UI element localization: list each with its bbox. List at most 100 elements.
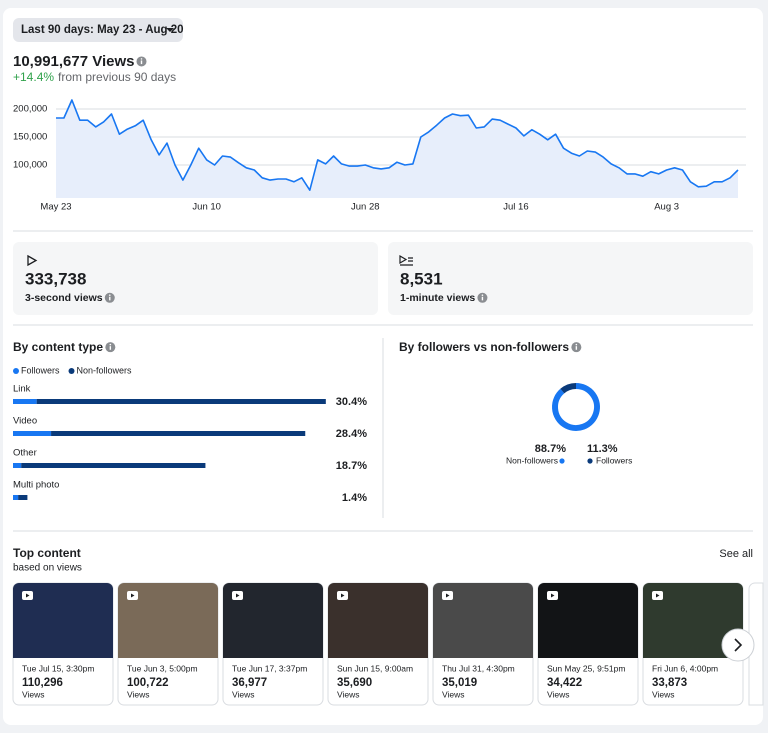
total-views: 10,991,677 Views — [13, 53, 135, 70]
info-glyph — [140, 60, 143, 65]
legend-dot — [559, 458, 565, 464]
section-subtitle: based on views — [13, 563, 82, 574]
button-bg — [13, 18, 183, 42]
stat-card — [388, 242, 753, 315]
legend-dot — [13, 368, 19, 374]
card-date: Thu Jul 31, 4:30pm — [442, 663, 515, 673]
bar-segment — [51, 431, 306, 436]
info-glyph — [481, 296, 484, 301]
card-unit: Views — [22, 689, 45, 699]
x-tick-label: Jun 28 — [351, 202, 380, 213]
stat-value: 8,531 — [400, 269, 443, 288]
total-label: 30.4% — [336, 396, 367, 408]
video-badge-play — [236, 593, 240, 598]
thumbnail — [223, 583, 323, 658]
x-tick-label: Jul 16 — [503, 202, 528, 213]
legend-label: Followers — [21, 365, 60, 375]
date-range: Last 90 days: May 23 - Aug 20 — [21, 24, 184, 36]
info-icon[interactable] — [136, 56, 147, 67]
category-label: Link — [13, 384, 31, 395]
play-icon — [27, 254, 38, 267]
card-views: 110,296 — [22, 677, 63, 689]
bar-segment — [13, 431, 52, 436]
card-views: 36,977 — [232, 677, 267, 689]
card-date: Sun Jun 15, 9:00am — [337, 663, 413, 673]
card-unit: Views — [442, 689, 465, 699]
video-badge-play — [446, 593, 450, 598]
card-unit: Views — [547, 689, 570, 699]
card-views: 100,722 — [127, 677, 169, 689]
info-icon[interactable] — [477, 292, 488, 303]
info-dot — [575, 343, 578, 346]
video-badge-play — [131, 593, 135, 598]
card-date: Tue Jul 15, 3:30pm — [22, 663, 94, 673]
next-chevron — [734, 638, 743, 652]
bar-segment — [36, 399, 326, 404]
card-views: 35,019 — [442, 677, 477, 689]
info-icon[interactable] — [571, 342, 582, 353]
change-text: from previous 90 days — [58, 70, 176, 84]
stat-value: 333,738 — [25, 269, 86, 288]
info-dot — [140, 58, 143, 60]
video-badge-play — [341, 593, 345, 598]
info-dot — [109, 343, 112, 346]
bar-segment — [13, 399, 37, 404]
next-button[interactable] — [721, 628, 755, 662]
donut-segment — [552, 383, 600, 431]
category-label: Other — [13, 448, 37, 459]
card-partial — [748, 582, 764, 706]
bar-segment — [18, 495, 28, 500]
thumbnail — [643, 583, 743, 658]
section-title: Top content — [13, 546, 81, 560]
card-unit: Views — [652, 689, 675, 699]
category-label: Video — [13, 416, 37, 427]
video-badge-play — [551, 593, 555, 598]
bar-segment — [21, 463, 206, 468]
info-glyph — [575, 346, 578, 350]
category-label: Multi photo — [13, 480, 59, 491]
y-tick-label: 150,000 — [13, 131, 47, 142]
x-tick-label: May 23 — [40, 202, 71, 213]
section-title: By content type — [13, 340, 103, 354]
thumbnail — [538, 583, 638, 658]
info-dot — [481, 294, 484, 296]
total-label: 18.7% — [336, 460, 367, 472]
next-circle — [721, 628, 755, 662]
x-tick-label: Jun 10 — [192, 202, 221, 213]
card-views: 33,873 — [652, 677, 687, 689]
value-label: 88.7% — [535, 443, 566, 455]
thumbnail — [118, 583, 218, 658]
card-views: 35,690 — [337, 677, 372, 689]
thumbnail — [328, 583, 428, 658]
x-tick-label: Aug 3 — [654, 202, 679, 213]
card-unit: Views — [232, 689, 255, 699]
stat-card — [13, 242, 378, 315]
line — [56, 99, 739, 191]
legend-dot — [587, 458, 593, 464]
card-unit: Views — [337, 689, 360, 699]
card-unit: Views — [127, 689, 150, 699]
stat-label: 1-minute views — [400, 292, 475, 304]
change-value: +14.4% — [13, 70, 54, 84]
date-button[interactable]: Last 90 days: May 23 - Aug 20 — [13, 18, 184, 42]
area — [56, 100, 738, 198]
bar-segment — [13, 495, 19, 500]
y-tick-label: 200,000 — [13, 104, 47, 115]
thumbnail — [13, 583, 113, 658]
card-views: 34,422 — [547, 677, 582, 689]
see-all-link[interactable]: See all — [719, 548, 753, 560]
info-icon[interactable] — [104, 292, 115, 303]
total-label: 1.4% — [342, 492, 367, 504]
section-title: By followers vs non-followers — [399, 340, 569, 354]
thumbnail — [433, 583, 533, 658]
minute-icon — [399, 254, 413, 266]
info-icon[interactable] — [105, 342, 116, 353]
